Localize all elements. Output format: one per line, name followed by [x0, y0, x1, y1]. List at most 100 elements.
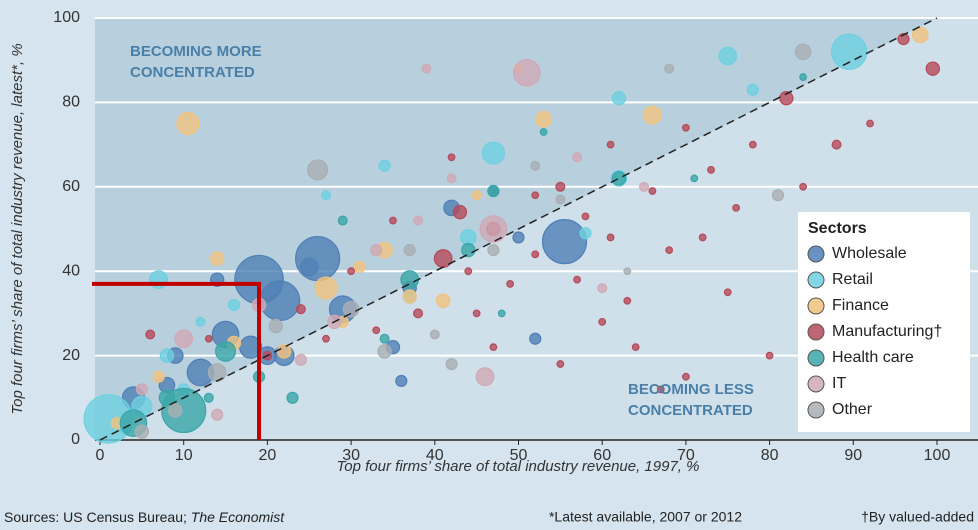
legend-label: IT: [832, 375, 846, 392]
point: [497, 309, 506, 318]
point: [606, 233, 615, 242]
point: [623, 267, 632, 276]
point: [134, 424, 150, 439]
point: [377, 344, 392, 359]
point: [479, 215, 508, 243]
point: [413, 215, 424, 226]
point: [195, 316, 206, 327]
point: [203, 392, 214, 403]
point: [259, 280, 301, 322]
point: [446, 173, 457, 184]
source: Sources: US Census Bureau; The Economist: [4, 509, 285, 525]
legend-label: Health care: [832, 349, 914, 366]
points: [83, 26, 941, 444]
annotation: CONCENTRATED: [628, 402, 753, 419]
point: [530, 160, 541, 171]
point: [452, 204, 468, 220]
point: [307, 159, 329, 181]
point: [771, 189, 785, 202]
point: [337, 215, 348, 226]
point: [611, 90, 627, 106]
point: [529, 332, 542, 345]
point: [145, 329, 156, 340]
point: [370, 244, 383, 257]
point: [475, 367, 495, 387]
grid: 0 20 40 60 80 100 0 10 20 30 40 50 60 70 80 90 100: [53, 9, 978, 464]
source-text: Sources: US Census Bureau;: [4, 509, 191, 525]
y-axis-label: Top four firms’ share of total industry …: [9, 43, 26, 414]
legend-label: Other: [832, 401, 873, 418]
point: [294, 353, 307, 366]
point: [299, 257, 319, 277]
point: [746, 83, 759, 96]
point: [506, 279, 515, 288]
point: [378, 159, 391, 172]
point: [732, 203, 741, 212]
point: [295, 235, 341, 282]
point: [413, 308, 424, 319]
overlay: [92, 17, 938, 441]
point: [481, 141, 505, 165]
legend-marker: [807, 297, 825, 315]
x-axis-label: Top four firms’ share of total industry …: [337, 458, 700, 475]
legend-marker: [807, 323, 825, 341]
point: [211, 408, 224, 421]
point: [897, 32, 910, 46]
x-tick-label: 30: [342, 447, 360, 464]
point: [227, 298, 241, 312]
point: [541, 219, 588, 265]
legend-label: Wholesale: [832, 245, 907, 262]
point: [459, 229, 477, 246]
point: [472, 309, 481, 318]
point: [268, 318, 283, 334]
point: [531, 191, 540, 200]
legend-label: Retail: [832, 271, 873, 288]
x-tick-label: 20: [259, 447, 277, 464]
x-tick-label: 80: [761, 447, 779, 464]
point: [320, 190, 331, 201]
point: [664, 63, 675, 74]
point: [295, 304, 306, 315]
note: †By valued-added: [861, 509, 974, 525]
point: [779, 90, 794, 106]
point: [748, 140, 757, 149]
point: [513, 59, 541, 87]
y-tick-label: 40: [62, 262, 80, 279]
point: [512, 231, 525, 244]
point: [158, 389, 176, 407]
point: [606, 140, 615, 149]
point: [718, 46, 738, 66]
legend-marker: [807, 375, 825, 393]
point: [682, 372, 690, 381]
point: [539, 128, 548, 136]
point: [135, 383, 148, 396]
note: *Latest available, 2007 or 2012: [549, 509, 742, 525]
legend: Sectors Wholesale Retail Finance Manufacturi…: [798, 212, 970, 432]
annotation: BECOMING LESS: [628, 381, 754, 398]
point: [286, 391, 299, 404]
point: [623, 296, 632, 305]
point: [471, 190, 482, 201]
x-tick-label: 40: [426, 447, 444, 464]
point: [765, 351, 774, 360]
x-tick-label: 70: [677, 447, 695, 464]
point: [464, 267, 473, 276]
x-tick-label: 100: [924, 447, 951, 464]
point: [925, 61, 941, 76]
diagonal: [99, 17, 938, 441]
point: [598, 317, 607, 326]
point: [682, 123, 690, 132]
point: [830, 33, 868, 70]
point: [911, 26, 929, 44]
upper-region: [95, 18, 937, 440]
point: [723, 288, 732, 297]
point: [531, 250, 540, 259]
point: [487, 244, 500, 257]
annotation: CONCENTRATED: [130, 64, 255, 81]
point: [445, 357, 458, 371]
point: [402, 289, 417, 304]
legend-marker: [807, 401, 825, 419]
point: [535, 110, 552, 128]
point: [176, 111, 200, 136]
y-tick-label: 80: [62, 94, 80, 111]
